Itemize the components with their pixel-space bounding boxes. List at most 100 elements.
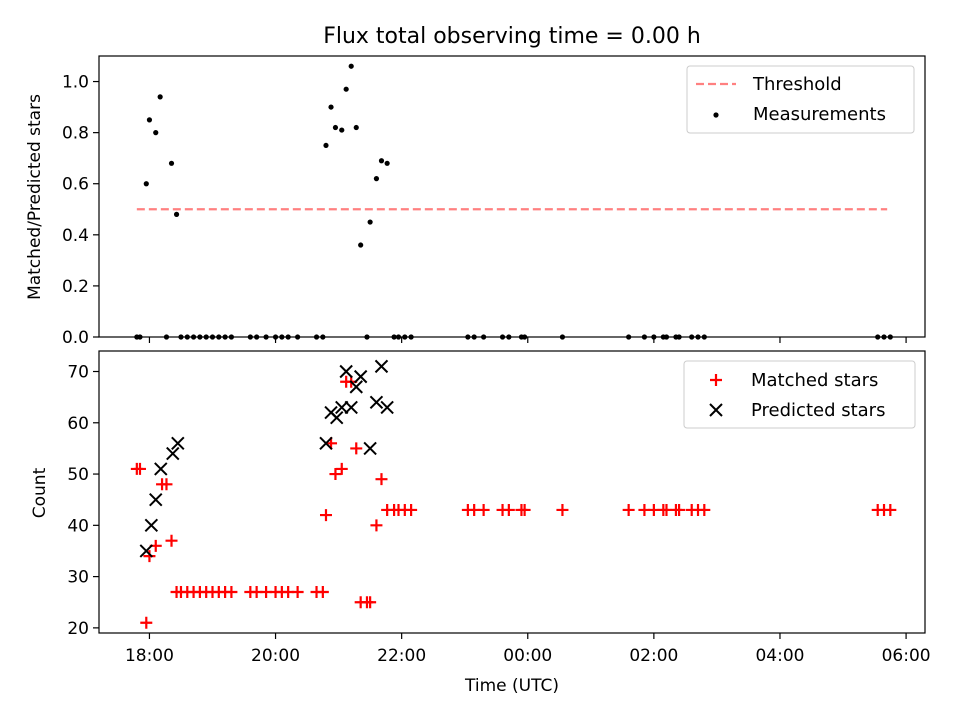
- predicted-star-point: [363, 441, 377, 456]
- count-y-tick-label: 40: [67, 516, 89, 536]
- matched-star-point: [165, 534, 178, 547]
- matched-star-point: [698, 503, 711, 516]
- ratio-legend-measurements-label: Measurements: [753, 104, 886, 125]
- matched-star-point: [556, 503, 569, 516]
- ratio-plot-marks: [134, 63, 893, 340]
- ratio-y-tick-label: 0.2: [62, 277, 89, 297]
- measurement-point: [332, 124, 339, 131]
- ratio-plot-y-label: Matched/Predicted stars: [25, 94, 45, 300]
- matched-star-point: [225, 585, 238, 598]
- ratio-plot: 0.0 0.2 0.4 0.6 0.8 1.0 Matched/Predicted sta…: [25, 55, 926, 348]
- count-legend-predicted-swatch: [709, 403, 723, 417]
- matched-star-point: [502, 503, 515, 516]
- measurement-point: [157, 94, 163, 100]
- matched-star-point: [884, 503, 897, 516]
- matched-star-point: [160, 478, 173, 491]
- predicted-star-point: [149, 492, 163, 507]
- measurement-point: [153, 130, 159, 136]
- measurement-point: [348, 63, 354, 69]
- measurement-point: [339, 127, 345, 133]
- ratio-legend-box: [686, 65, 915, 134]
- measurement-point: [384, 160, 390, 166]
- matched-star-point: [622, 503, 635, 516]
- ratio-y-tick-label: 1.0: [62, 73, 89, 93]
- measurement-point: [367, 219, 373, 225]
- matched-star-point: [316, 585, 329, 598]
- ratio-y-tick-label: 0.4: [62, 226, 89, 246]
- count-x-tick-label: 18:00: [125, 646, 174, 666]
- count-x-tick-label: 20:00: [251, 646, 300, 666]
- measurement-point: [328, 104, 334, 110]
- measurement-point: [146, 117, 153, 123]
- count-y-tick-label: 50: [67, 465, 89, 485]
- matched-star-point: [370, 519, 383, 532]
- matched-star-point: [329, 468, 342, 481]
- predicted-star-point: [380, 400, 394, 415]
- matched-star-point: [143, 550, 156, 563]
- count-x-tick-label: 02:00: [629, 646, 678, 666]
- count-x-tick-label: 06:00: [882, 646, 931, 666]
- count-plot-y-ticks: 20 30 40 50 60 70: [67, 363, 99, 639]
- count-plot-legend: Matched stars Predicted stars: [683, 360, 916, 429]
- predicted-star-point: [154, 462, 168, 476]
- predicted-star-point: [339, 364, 353, 379]
- predicted-star-point: [319, 436, 333, 450]
- measurement-point: [373, 176, 380, 182]
- ratio-y-tick-label: 0.6: [62, 175, 89, 195]
- matched-star-point: [133, 462, 146, 475]
- measurement-point: [343, 86, 349, 92]
- count-plot-marks: [130, 359, 897, 629]
- count-y-tick-label: 70: [67, 363, 89, 383]
- matched-star-point: [335, 462, 348, 475]
- count-plot: 20 30 40 50 60 70 18:00 20:00 22:00 00:00 02:00 04…: [30, 350, 931, 696]
- matched-star-point: [673, 503, 686, 516]
- predicted-star-point: [139, 544, 153, 558]
- ratio-legend-measurements-swatch: [713, 112, 719, 118]
- count-y-tick-label: 20: [67, 619, 89, 639]
- measurement-point: [143, 181, 149, 187]
- count-x-tick-label: 22:00: [377, 646, 426, 666]
- measurement-point: [323, 142, 329, 149]
- ratio-legend-threshold-label: Threshold: [752, 74, 842, 95]
- matched-star-point: [319, 509, 332, 522]
- matched-star-point: [405, 503, 418, 516]
- measurement-point: [378, 158, 385, 164]
- matched-star-point: [291, 585, 304, 598]
- ratio-plot-x-ticks: [148, 337, 907, 343]
- measurement-point: [168, 160, 175, 166]
- ratio-y-tick-label: 0.8: [62, 124, 89, 144]
- count-legend-box: [683, 360, 916, 429]
- count-plot-x-ticks: 18:00 20:00 22:00 00:00 02:00 04:00 06:00: [125, 633, 931, 666]
- predicted-star-point: [344, 400, 358, 415]
- matched-star-point: [375, 473, 388, 486]
- measurement-point: [358, 242, 364, 248]
- predicted-star-point: [369, 395, 384, 409]
- count-legend-matched-swatch: [710, 374, 722, 386]
- ratio-plot-frame: [98, 55, 926, 338]
- measurement-point: [353, 124, 359, 131]
- matched-star-point: [364, 596, 377, 609]
- predicted-star-point: [330, 410, 344, 425]
- count-x-tick-label: 04:00: [755, 646, 804, 666]
- predicted-star-point: [144, 518, 159, 533]
- count-plot-x-label: Time (UTC): [464, 676, 559, 696]
- predicted-star-point: [335, 400, 349, 415]
- matched-star-point: [518, 503, 531, 516]
- count-y-tick-label: 60: [67, 414, 89, 434]
- count-y-tick-label: 30: [67, 568, 89, 588]
- predicted-star-point: [166, 446, 180, 461]
- matched-star-point: [477, 503, 490, 516]
- matched-star-point: [140, 616, 153, 629]
- predicted-star-point: [374, 359, 389, 374]
- matched-star-point: [350, 442, 363, 455]
- ratio-plot-y-ticks: 0.0 0.2 0.4 0.6 0.8 1.0: [62, 73, 99, 348]
- measurement-point: [173, 211, 180, 217]
- predicted-star-point: [353, 369, 368, 384]
- count-legend-matched-label: Matched stars: [751, 370, 878, 391]
- ratio-y-tick-label: 0.0: [62, 328, 89, 348]
- count-plot-y-label: Count: [30, 467, 50, 518]
- predicted-star-point: [171, 436, 185, 450]
- count-x-tick-label: 00:00: [503, 646, 552, 666]
- chart-title: Flux total observing time = 0.00 h: [323, 24, 701, 49]
